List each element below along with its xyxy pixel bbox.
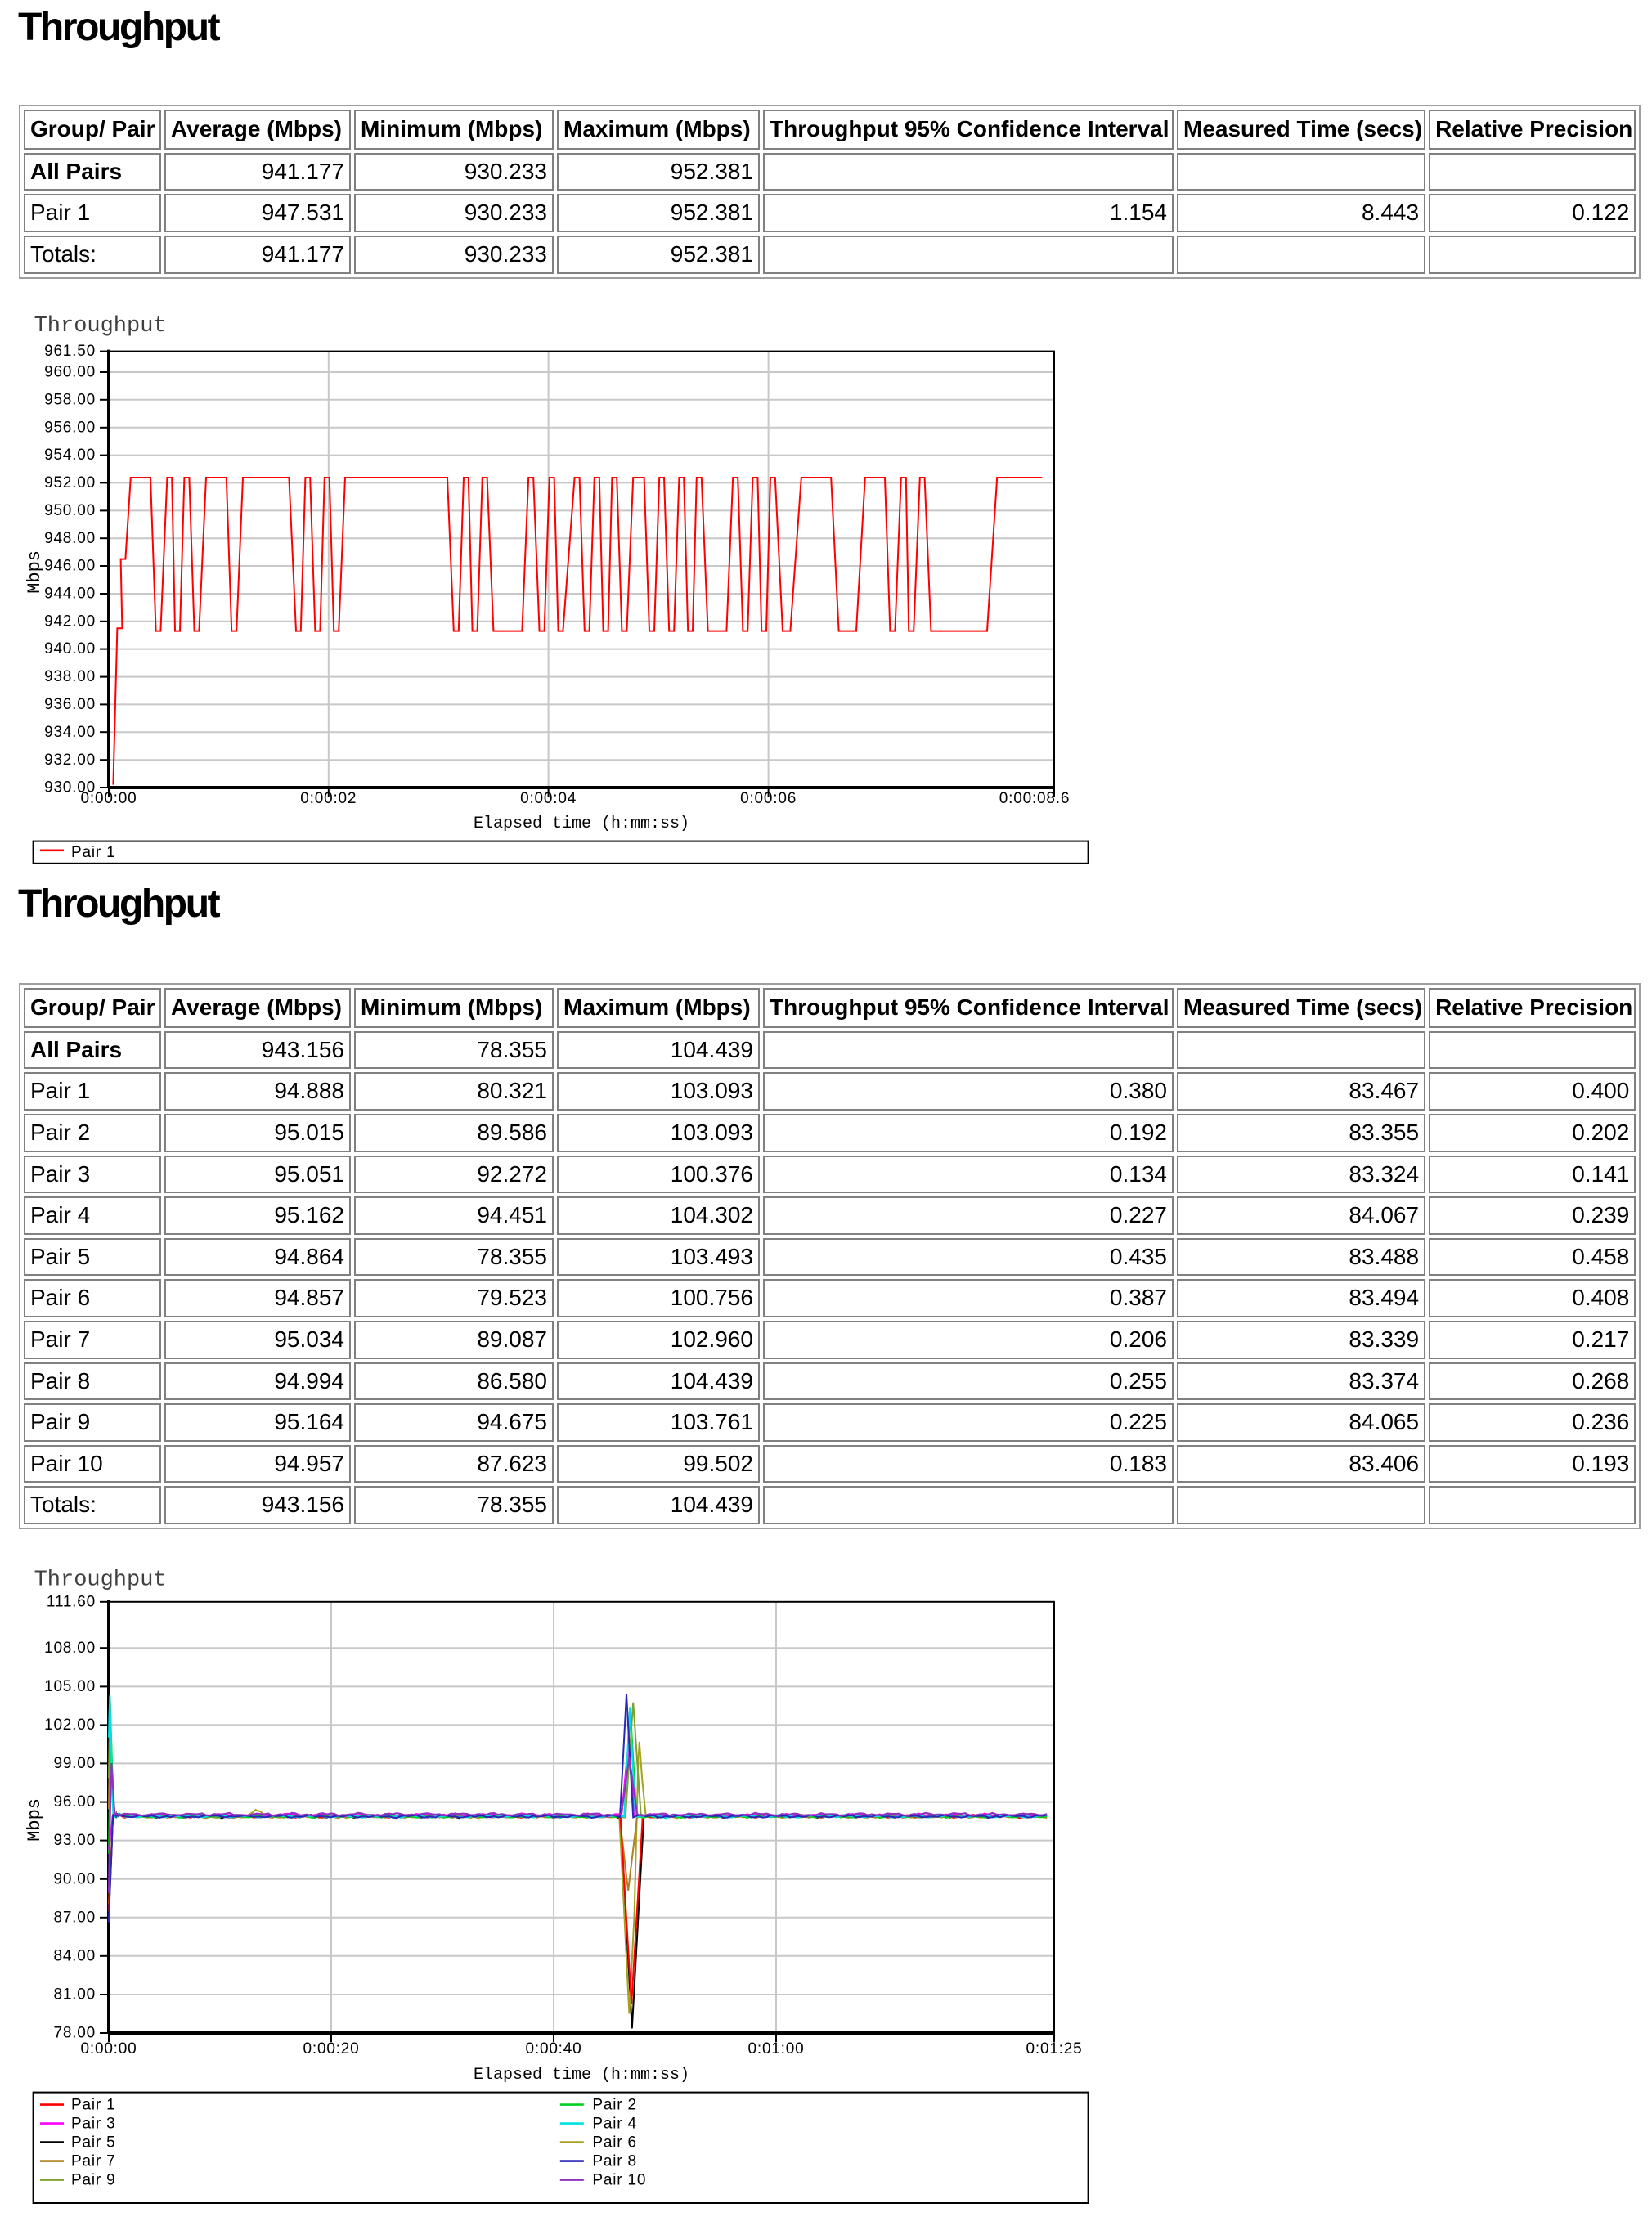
svg-text:934.00: 934.00 xyxy=(44,724,96,741)
svg-text:0:00:06: 0:00:06 xyxy=(740,790,797,807)
svg-text:Throughput: Throughput xyxy=(34,1569,167,1593)
svg-text:0:00:04: 0:00:04 xyxy=(520,790,577,807)
svg-text:84.00: 84.00 xyxy=(53,1947,96,1964)
svg-text:0:00:40: 0:00:40 xyxy=(526,2040,582,2058)
svg-text:78.00: 78.00 xyxy=(53,2025,96,2042)
svg-text:90.00: 90.00 xyxy=(53,1870,96,1887)
svg-text:956.00: 956.00 xyxy=(44,419,96,436)
svg-text:0:00:00: 0:00:00 xyxy=(81,2040,137,2058)
svg-text:96.00: 96.00 xyxy=(53,1793,96,1811)
svg-text:Elapsed time (h:mm:ss): Elapsed time (h:mm:ss) xyxy=(474,2066,689,2085)
svg-text:944.00: 944.00 xyxy=(44,586,96,603)
svg-text:952.00: 952.00 xyxy=(44,474,96,491)
svg-text:0:00:08.6: 0:00:08.6 xyxy=(999,790,1070,807)
svg-text:Pair 5: Pair 5 xyxy=(71,2134,115,2151)
svg-text:950.00: 950.00 xyxy=(44,502,96,519)
svg-text:958.00: 958.00 xyxy=(44,391,96,408)
svg-text:954.00: 954.00 xyxy=(44,447,96,464)
svg-text:Pair 4: Pair 4 xyxy=(592,2115,636,2132)
svg-text:93.00: 93.00 xyxy=(53,1832,96,1849)
svg-text:Mbps: Mbps xyxy=(25,1798,45,1842)
svg-text:Pair 8: Pair 8 xyxy=(592,2152,636,2170)
svg-text:0:01:25: 0:01:25 xyxy=(1026,2040,1083,2058)
svg-text:108.00: 108.00 xyxy=(44,1640,96,1657)
svg-text:81.00: 81.00 xyxy=(53,1986,96,2004)
svg-text:0:00:00: 0:00:00 xyxy=(81,790,137,807)
svg-text:930.00: 930.00 xyxy=(44,779,96,797)
svg-text:Pair 10: Pair 10 xyxy=(592,2171,646,2188)
svg-text:Pair 1: Pair 1 xyxy=(71,2096,115,2113)
svg-text:105.00: 105.00 xyxy=(44,1678,96,1695)
svg-text:Pair 6: Pair 6 xyxy=(592,2134,636,2151)
svg-text:938.00: 938.00 xyxy=(44,668,96,685)
svg-text:99.00: 99.00 xyxy=(53,1755,96,1772)
svg-text:960.00: 960.00 xyxy=(44,364,96,381)
svg-text:0:00:02: 0:00:02 xyxy=(300,790,357,807)
svg-text:942.00: 942.00 xyxy=(44,613,96,630)
svg-text:946.00: 946.00 xyxy=(44,558,96,575)
svg-text:0:00:20: 0:00:20 xyxy=(303,2040,360,2058)
svg-text:Pair 9: Pair 9 xyxy=(71,2171,115,2188)
svg-text:Pair 3: Pair 3 xyxy=(71,2115,115,2132)
svg-text:948.00: 948.00 xyxy=(44,530,96,547)
svg-text:87.00: 87.00 xyxy=(53,1909,96,1926)
svg-text:Pair 7: Pair 7 xyxy=(71,2152,115,2170)
svg-text:0:01:00: 0:01:00 xyxy=(748,2040,805,2058)
svg-text:111.60: 111.60 xyxy=(47,1593,96,1610)
svg-text:932.00: 932.00 xyxy=(44,752,96,769)
svg-text:936.00: 936.00 xyxy=(44,696,96,713)
svg-text:Pair 2: Pair 2 xyxy=(592,2096,636,2113)
svg-text:Mbps: Mbps xyxy=(25,550,45,594)
svg-text:961.50: 961.50 xyxy=(44,343,96,360)
svg-text:940.00: 940.00 xyxy=(44,640,96,657)
svg-text:Pair 1: Pair 1 xyxy=(71,844,115,861)
svg-text:102.00: 102.00 xyxy=(44,1717,96,1734)
svg-text:Elapsed time (h:mm:ss): Elapsed time (h:mm:ss) xyxy=(474,815,689,833)
svg-text:Throughput: Throughput xyxy=(34,314,167,339)
